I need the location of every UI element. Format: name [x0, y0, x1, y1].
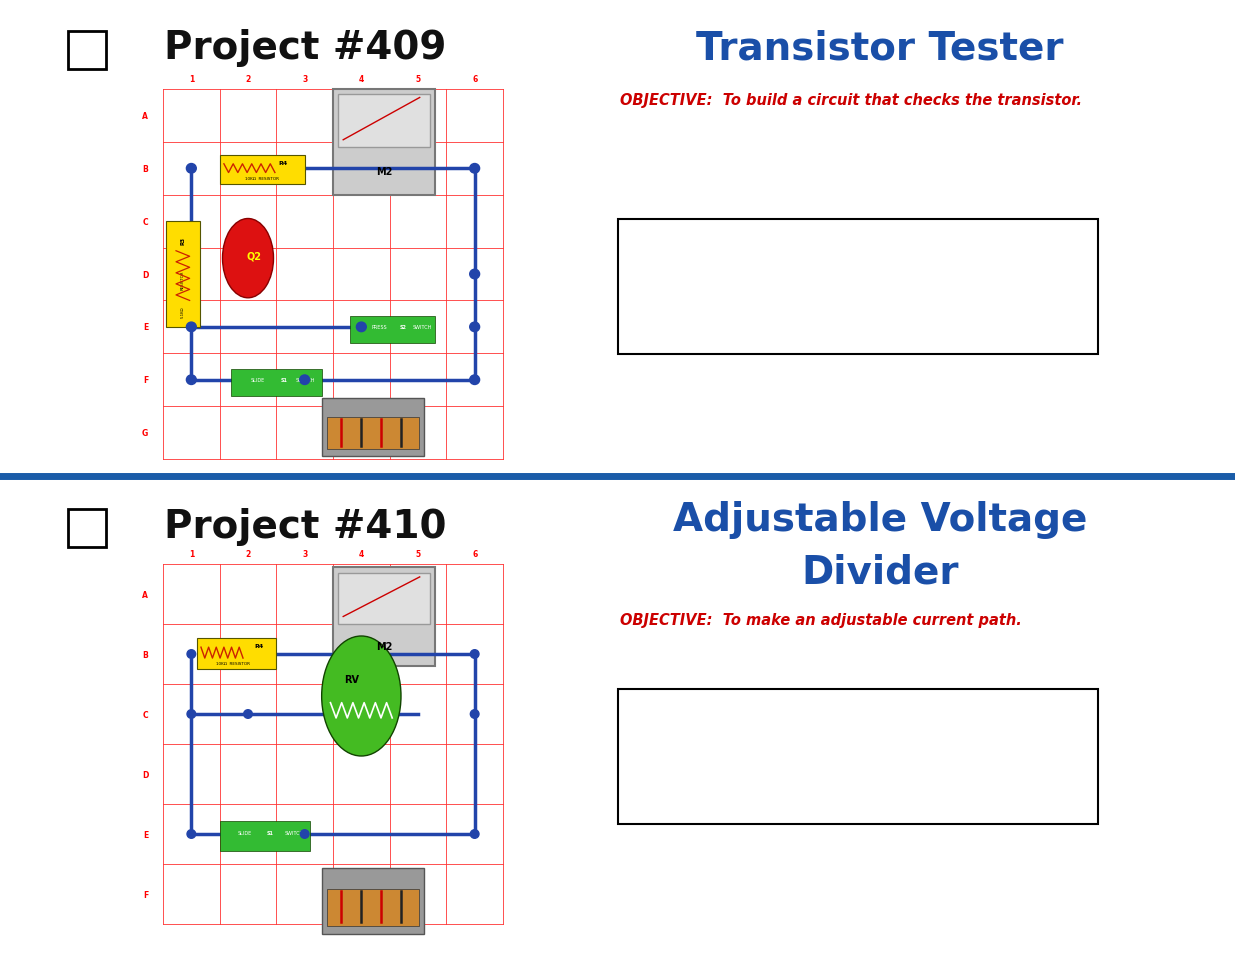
Text: SLIDE: SLIDE: [251, 377, 266, 383]
Text: SWITCH: SWITCH: [295, 377, 315, 383]
Ellipse shape: [357, 323, 367, 333]
Text: 6: 6: [472, 550, 477, 558]
Ellipse shape: [471, 830, 479, 839]
Bar: [163, 564, 503, 924]
Bar: [220, 821, 310, 851]
Bar: [321, 398, 424, 456]
Text: 5: 5: [415, 550, 421, 558]
Ellipse shape: [321, 637, 401, 757]
Text: A: A: [142, 590, 148, 598]
Bar: [321, 867, 424, 934]
Bar: [68, 510, 106, 547]
Text: S1: S1: [267, 830, 274, 836]
Text: 2: 2: [246, 75, 251, 84]
Text: SWITCH: SWITCH: [412, 325, 432, 330]
Bar: [165, 222, 200, 328]
Text: 10KΩ  RESISTOR: 10KΩ RESISTOR: [246, 177, 279, 181]
Bar: [350, 317, 435, 343]
Bar: [618, 220, 1098, 355]
Text: Transistor Tester: Transistor Tester: [697, 29, 1063, 67]
Ellipse shape: [222, 219, 273, 298]
Text: 5: 5: [415, 75, 421, 84]
Ellipse shape: [186, 323, 196, 333]
Text: OBJECTIVE:  To make an adjustable current path.: OBJECTIVE: To make an adjustable current…: [620, 612, 1021, 627]
Bar: [163, 90, 503, 459]
Text: G: G: [142, 429, 148, 437]
Ellipse shape: [471, 650, 479, 659]
Bar: [327, 418, 419, 450]
Bar: [618, 689, 1098, 824]
Text: Divider: Divider: [802, 553, 958, 590]
Text: Project #409: Project #409: [164, 29, 446, 67]
Text: 1: 1: [189, 550, 194, 558]
Text: 4: 4: [358, 75, 364, 84]
Text: OBJECTIVE:  To build a circuit that checks the transistor.: OBJECTIVE: To build a circuit that check…: [620, 92, 1082, 108]
Bar: [333, 567, 435, 666]
Text: Project #410: Project #410: [164, 507, 446, 545]
Text: A: A: [142, 112, 148, 121]
Ellipse shape: [300, 830, 309, 839]
Ellipse shape: [186, 710, 195, 719]
Text: 3: 3: [303, 75, 308, 84]
Bar: [338, 574, 430, 625]
Bar: [220, 156, 305, 185]
Text: R4: R4: [254, 643, 263, 648]
Text: 4: 4: [358, 550, 364, 558]
Text: M2: M2: [375, 168, 393, 177]
Text: F: F: [143, 375, 148, 385]
Text: R4: R4: [279, 161, 288, 166]
Text: 1: 1: [189, 75, 194, 84]
Text: E: E: [143, 323, 148, 332]
Bar: [198, 639, 277, 669]
Text: SWITCH: SWITCH: [284, 830, 304, 836]
Text: PRESS: PRESS: [372, 325, 388, 330]
Text: C: C: [142, 217, 148, 227]
Ellipse shape: [469, 375, 479, 385]
Text: SLIDE: SLIDE: [238, 830, 252, 836]
Text: RV: RV: [345, 674, 359, 684]
Text: E: E: [143, 830, 148, 839]
Ellipse shape: [186, 375, 196, 385]
Text: D: D: [142, 271, 148, 279]
Text: B: B: [142, 165, 148, 173]
Ellipse shape: [186, 830, 195, 839]
Text: 2: 2: [246, 550, 251, 558]
Text: F: F: [143, 889, 148, 899]
Text: RESISTOR: RESISTOR: [180, 271, 185, 290]
Bar: [231, 370, 321, 396]
Bar: [338, 95, 430, 148]
Ellipse shape: [469, 164, 479, 173]
Ellipse shape: [186, 164, 196, 173]
Text: 3: 3: [303, 550, 308, 558]
Text: S2: S2: [399, 325, 406, 330]
Bar: [333, 90, 435, 195]
Ellipse shape: [469, 323, 479, 333]
Ellipse shape: [243, 710, 252, 719]
Text: Q2: Q2: [247, 251, 262, 261]
Text: C: C: [142, 710, 148, 719]
Ellipse shape: [300, 375, 310, 385]
Text: D: D: [142, 770, 148, 779]
Ellipse shape: [186, 650, 195, 659]
Text: 10KΩ  RESISTOR: 10KΩ RESISTOR: [216, 661, 249, 665]
Text: B: B: [142, 650, 148, 659]
Text: R3: R3: [180, 237, 185, 245]
Text: Adjustable Voltage: Adjustable Voltage: [673, 500, 1087, 538]
Ellipse shape: [471, 710, 479, 719]
Bar: [327, 889, 419, 925]
Bar: [68, 32, 106, 70]
Text: 6: 6: [472, 75, 477, 84]
Text: M2: M2: [375, 641, 393, 652]
Text: S1: S1: [280, 377, 287, 383]
Ellipse shape: [469, 270, 479, 279]
Text: 5.1KΩ: 5.1KΩ: [180, 306, 185, 317]
